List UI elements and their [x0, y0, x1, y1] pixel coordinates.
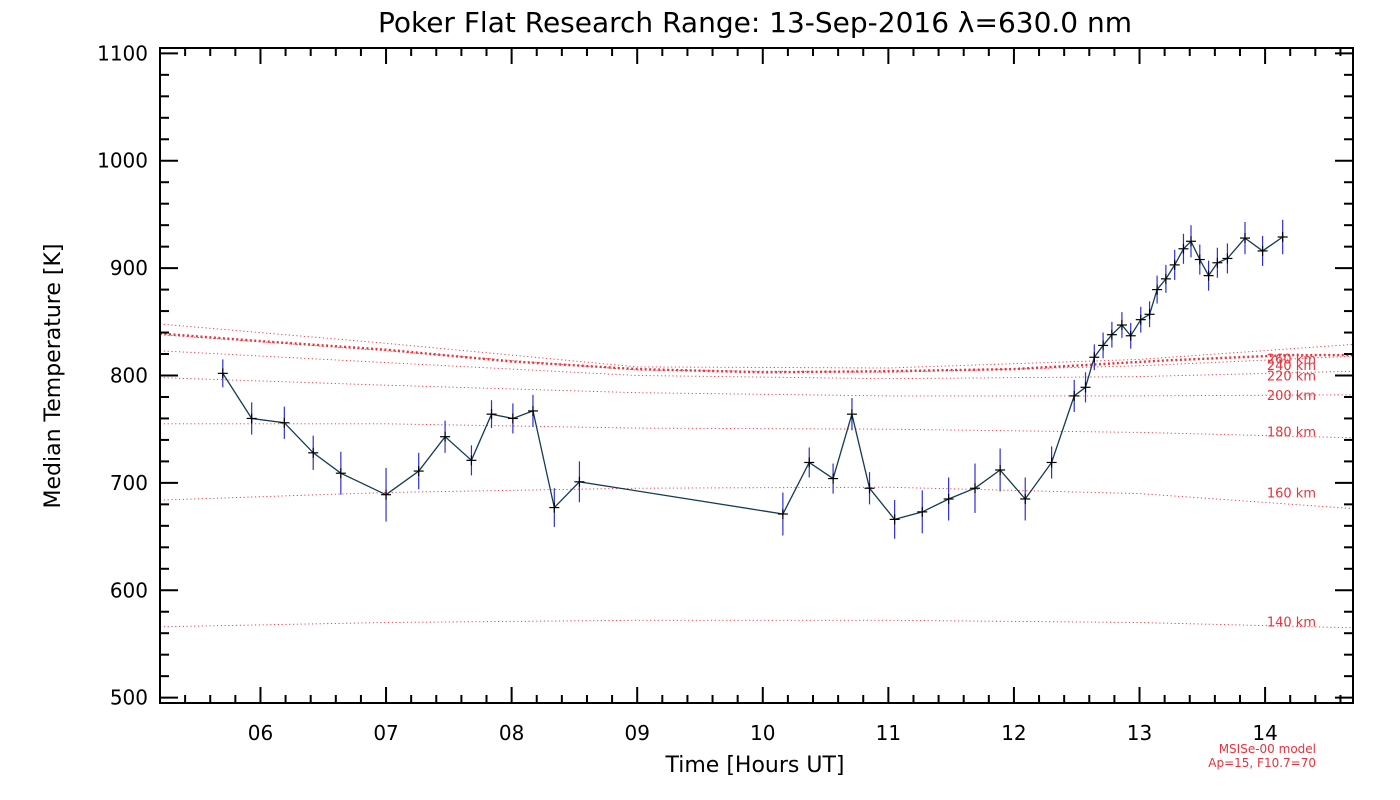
x-tick-label-3: 09 [624, 721, 649, 745]
y-tick-label-3: 800 [110, 364, 148, 388]
data-point-46 [1277, 231, 1288, 242]
data-point-1 [246, 413, 257, 424]
chart-title: Poker Flat Research Range: 13-Sep-2016 λ… [378, 6, 1132, 39]
data-point-22 [970, 483, 981, 494]
data-point-25 [1046, 457, 1057, 468]
model-line-1 [159, 486, 1354, 510]
data-point-9 [486, 409, 497, 420]
data-point-0 [217, 368, 228, 379]
data-point-45 [1257, 245, 1268, 256]
x-tick-label-8: 14 [1252, 721, 1277, 745]
data-point-33 [1135, 314, 1146, 325]
data-point-15 [804, 457, 815, 468]
y-tick-label-2: 700 [110, 471, 148, 495]
data-point-19 [889, 514, 900, 525]
model-note-line-1: MSISe-00 model [1219, 742, 1316, 756]
x-tick-label-2: 08 [499, 721, 524, 745]
data-point-13 [574, 476, 585, 487]
model-line-2 [160, 423, 1354, 439]
data-point-36 [1160, 273, 1171, 284]
data-point-23 [995, 464, 1006, 475]
series-line-0 [222, 236, 1284, 521]
data-point-27 [1080, 382, 1091, 393]
axis-ticks: 06 07 08 09 10 11 12 13 14 500 600 700 800 900 1000 110… [97, 41, 1353, 745]
data-point-6 [413, 466, 424, 477]
model-line-label-1: 160 km [1267, 487, 1316, 502]
data-point-30 [1106, 329, 1117, 340]
model-line-label-5: 240 km [1267, 359, 1316, 374]
x-axis-label: Time [Hours UT] [665, 753, 845, 778]
data-point-11 [527, 405, 538, 416]
data-point-21 [943, 493, 954, 504]
data-point-43 [1222, 253, 1233, 264]
data-point-10 [507, 413, 518, 424]
data-point-17 [846, 409, 857, 420]
data-point-4 [335, 468, 346, 479]
data-point-38 [1178, 243, 1189, 254]
data-point-26 [1069, 390, 1080, 401]
data-point-29 [1098, 340, 1109, 351]
x-tick-label-6: 12 [1001, 721, 1026, 745]
model-line-label-0: 140 km [1267, 616, 1316, 631]
data-point-8 [466, 455, 477, 466]
data-point-28 [1089, 352, 1100, 363]
y-tick-label-1: 600 [110, 578, 148, 602]
data-point-18 [864, 483, 875, 494]
data-point-41 [1203, 270, 1214, 281]
model-line-5 [159, 334, 1354, 373]
data-point-35 [1152, 284, 1163, 295]
data-point-44 [1240, 233, 1251, 244]
data-point-32 [1125, 330, 1136, 341]
data-point-12 [549, 502, 560, 513]
y-tick-label-6: 1100 [97, 41, 148, 65]
data-point-37 [1169, 259, 1180, 270]
y-axis-label: Median Temperature [K] [41, 244, 66, 509]
data-point-34 [1144, 309, 1155, 320]
model-line-label-6: 260 km [1267, 352, 1316, 367]
model-line-label-3: 200 km [1267, 389, 1316, 404]
x-tick-label-5: 11 [876, 721, 901, 745]
model-temperature-curve [159, 332, 1353, 374]
model-note-line-2: Ap=15, F10.7=70 [1208, 756, 1316, 770]
model-line-0 [159, 619, 1354, 629]
model-lines [159, 323, 1354, 629]
x-tick-label-4: 10 [750, 721, 775, 745]
data-point-3 [308, 447, 319, 458]
y-tick-label-0: 500 [110, 686, 148, 710]
model-line-4 [159, 350, 1354, 380]
data-point-39 [1186, 236, 1197, 247]
x-tick-label-0: 06 [248, 721, 273, 745]
data-series [217, 219, 1288, 539]
model-line-label-4: 220 km [1267, 370, 1316, 385]
y-tick-label-4: 900 [110, 256, 148, 280]
data-point-42 [1212, 257, 1223, 268]
data-point-7 [440, 431, 451, 442]
data-point-16 [828, 473, 839, 484]
data-point-31 [1116, 320, 1127, 331]
y-tick-label-5: 1000 [97, 149, 148, 173]
data-point-2 [279, 417, 290, 428]
model-line-6 [159, 323, 1354, 369]
data-point-5 [381, 489, 392, 500]
data-point-40 [1194, 254, 1205, 265]
data-point-14 [777, 509, 788, 520]
model-line-label-2: 180 km [1267, 425, 1316, 440]
x-tick-label-7: 13 [1127, 721, 1152, 745]
model-line-3 [159, 377, 1354, 397]
x-tick-label-1: 07 [373, 721, 398, 745]
data-point-24 [1020, 493, 1031, 504]
data-point-20 [917, 506, 928, 517]
